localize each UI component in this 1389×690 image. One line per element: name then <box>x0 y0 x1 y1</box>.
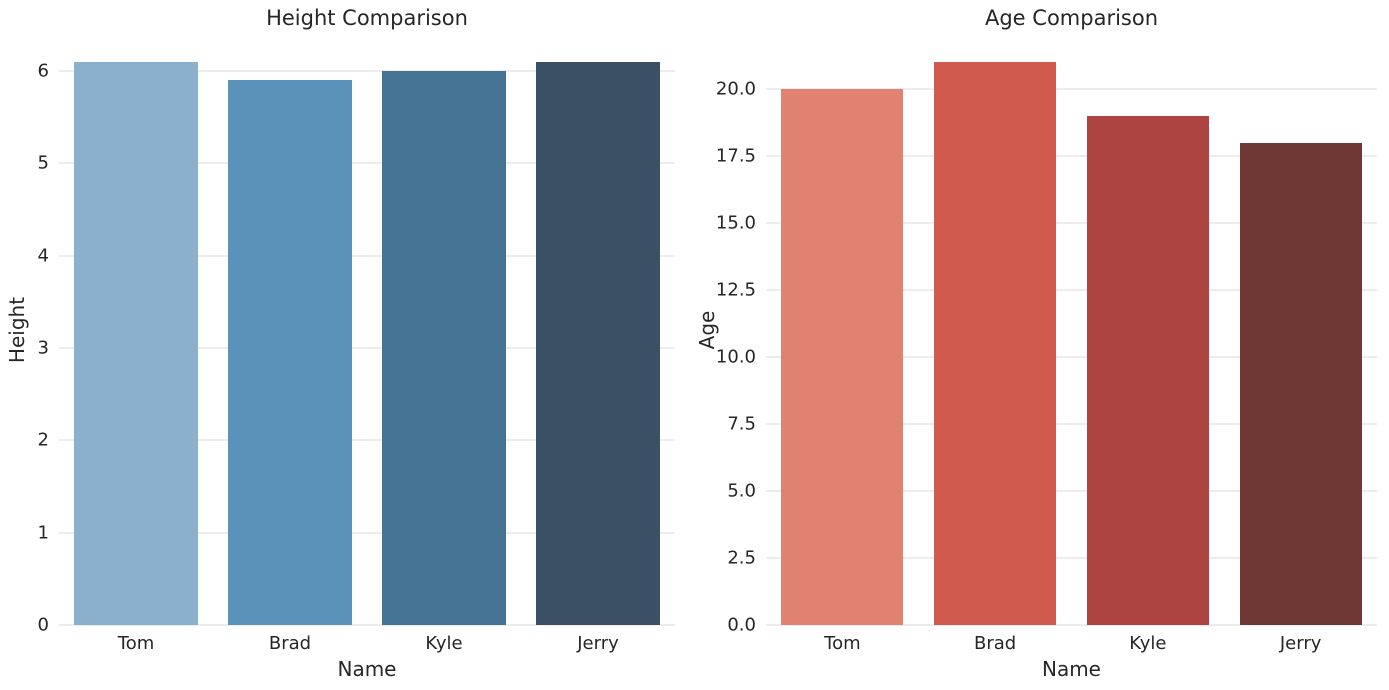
bar-tom <box>74 61 198 625</box>
gridline <box>59 70 675 72</box>
y-axis-label: Height <box>5 296 29 363</box>
gridline <box>59 439 675 441</box>
x-axis-label: Name <box>337 657 397 681</box>
y-tick-label: 10.0 <box>715 346 756 368</box>
gridline <box>59 624 675 626</box>
y-tick-label: 15.0 <box>715 212 756 234</box>
y-tick-label: 2.5 <box>727 547 756 569</box>
chart-age-comparison: Age Comparison Age 0.0 2.5 5.0 7.5 10.0 12.5 1… <box>695 6 1377 681</box>
y-tick-label: 7.5 <box>727 413 756 435</box>
gridline <box>766 423 1377 425</box>
gridline <box>59 532 675 534</box>
y-tick-label: 12.5 <box>715 279 756 301</box>
y-tick-label: 1 <box>37 522 49 544</box>
y-tick-label: 6 <box>37 60 49 82</box>
x-tick-label: Brad <box>974 633 1017 654</box>
bar-tom <box>781 88 904 625</box>
x-tick-label: Kyle <box>425 633 463 654</box>
x-tick-label: Brad <box>268 633 312 654</box>
bar-kyle <box>382 70 506 625</box>
gridline <box>766 557 1377 559</box>
y-tick-label: 3 <box>37 337 49 359</box>
gridline <box>766 289 1377 291</box>
x-tick-label: Kyle <box>1129 633 1167 654</box>
gridline <box>766 490 1377 492</box>
plot-area: 0.0 2.5 5.0 7.5 10.0 12.5 15.0 17.5 20.0 Tom Brad K… <box>716 34 1377 654</box>
chart-title: Age Comparison <box>984 6 1159 30</box>
y-tick-label: 4 <box>37 245 49 267</box>
bar-jerry <box>1239 142 1362 625</box>
chart-height-comparison: Height Comparison Height 0 1 2 3 4 5 6 Tom Brad K… <box>5 6 675 681</box>
gridline <box>59 347 675 349</box>
y-tick-label: 0.0 <box>727 614 756 636</box>
plot-area: 0 1 2 3 4 5 6 Tom Brad Kyle Jerry <box>38 34 675 654</box>
bar-brad <box>228 80 352 625</box>
y-tick-label: 5.0 <box>727 480 756 502</box>
gridline <box>59 162 675 164</box>
x-axis-label: Name <box>1041 657 1101 681</box>
gridline <box>766 88 1377 90</box>
x-tick-label: Tom <box>824 633 861 654</box>
gridline <box>766 222 1377 224</box>
gridline <box>766 155 1377 157</box>
x-tick-label: Jerry <box>577 633 619 654</box>
y-tick-label: 2 <box>37 429 49 451</box>
y-tick-label: 20.0 <box>715 78 756 100</box>
bar-brad <box>934 62 1057 625</box>
y-axis-label: Age <box>695 310 719 349</box>
x-tick-label: Tom <box>117 633 155 654</box>
bar-jerry <box>536 61 660 625</box>
chart-title: Height Comparison <box>266 6 468 30</box>
gridline <box>766 356 1377 358</box>
bar-kyle <box>1086 115 1209 625</box>
y-tick-label: 0 <box>37 614 49 636</box>
gridline <box>59 255 675 257</box>
gridline <box>766 624 1377 626</box>
y-tick-label: 5 <box>37 152 49 174</box>
x-tick-label: Jerry <box>1279 633 1322 654</box>
y-tick-label: 17.5 <box>715 145 756 167</box>
